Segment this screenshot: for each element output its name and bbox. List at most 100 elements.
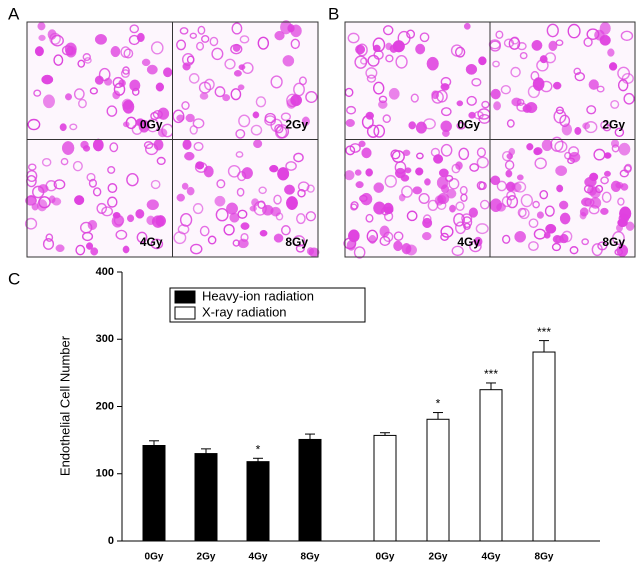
cell bbox=[478, 56, 487, 66]
cell bbox=[360, 192, 373, 206]
cell bbox=[501, 234, 511, 244]
cell bbox=[274, 30, 285, 41]
cell bbox=[92, 187, 102, 197]
cell bbox=[230, 88, 242, 101]
cell bbox=[163, 67, 173, 78]
bar bbox=[532, 351, 556, 542]
cell bbox=[115, 229, 128, 240]
cell bbox=[107, 183, 118, 194]
cell bbox=[241, 167, 253, 180]
significance-label: * bbox=[256, 442, 261, 456]
cell bbox=[365, 213, 374, 223]
cell bbox=[617, 197, 625, 206]
cell bbox=[416, 152, 424, 160]
cell bbox=[555, 106, 564, 115]
cell bbox=[468, 207, 478, 218]
cell bbox=[581, 238, 590, 246]
cell bbox=[249, 205, 257, 212]
cell bbox=[354, 169, 362, 176]
dose-label: 4Gy bbox=[140, 235, 163, 249]
cell bbox=[546, 23, 559, 38]
cell bbox=[355, 181, 364, 189]
legend-label: X-ray radiation bbox=[202, 304, 287, 319]
cell bbox=[500, 85, 511, 95]
cell bbox=[511, 97, 522, 107]
cell bbox=[451, 245, 464, 257]
cell bbox=[24, 217, 38, 230]
cell bbox=[506, 190, 516, 201]
x-tick-label: 2Gy bbox=[197, 552, 216, 563]
cell bbox=[496, 180, 507, 192]
cell bbox=[506, 119, 515, 128]
cell bbox=[532, 200, 540, 209]
x-tick-label: 8Gy bbox=[535, 552, 554, 563]
cell bbox=[131, 87, 140, 96]
cell bbox=[559, 114, 571, 128]
cell bbox=[222, 94, 231, 102]
cell bbox=[388, 87, 400, 100]
cell bbox=[599, 34, 611, 46]
legend-label: Heavy-ion radiation bbox=[202, 288, 314, 303]
cell bbox=[378, 95, 388, 104]
cell bbox=[574, 71, 586, 82]
cell bbox=[201, 35, 210, 43]
cell bbox=[106, 105, 118, 117]
cell bbox=[584, 121, 598, 134]
cell bbox=[107, 165, 116, 174]
cell bbox=[455, 201, 465, 212]
cell bbox=[73, 88, 85, 100]
cell bbox=[89, 87, 98, 95]
cell bbox=[157, 128, 168, 138]
cell bbox=[179, 27, 189, 35]
cell bbox=[195, 161, 205, 170]
cell bbox=[258, 186, 267, 195]
cell bbox=[541, 139, 553, 152]
cell bbox=[41, 157, 52, 167]
cell bbox=[273, 194, 282, 205]
cell bbox=[297, 188, 306, 198]
cell bbox=[231, 22, 243, 35]
cell bbox=[120, 69, 130, 78]
cell bbox=[614, 127, 625, 138]
bar bbox=[373, 434, 397, 542]
cell bbox=[466, 95, 477, 106]
cell bbox=[172, 109, 185, 124]
cell bbox=[189, 32, 198, 39]
significance-label: *** bbox=[484, 367, 498, 381]
cell bbox=[489, 198, 503, 213]
cell bbox=[238, 114, 251, 128]
cell bbox=[150, 238, 164, 250]
cell bbox=[493, 101, 501, 111]
cell bbox=[274, 124, 284, 134]
legend-box bbox=[169, 287, 366, 323]
cell bbox=[459, 185, 468, 195]
cell bbox=[504, 160, 515, 171]
cell bbox=[510, 66, 521, 78]
cell bbox=[179, 212, 193, 227]
cell bbox=[287, 24, 295, 33]
cell bbox=[555, 235, 564, 244]
cell bbox=[516, 102, 528, 112]
cell bbox=[436, 176, 449, 190]
cell bbox=[433, 154, 444, 164]
cell bbox=[156, 156, 166, 166]
cell bbox=[122, 66, 130, 75]
cell bbox=[350, 201, 359, 210]
cell bbox=[611, 144, 620, 153]
x-tick-label: 8Gy bbox=[301, 552, 320, 563]
cell bbox=[384, 174, 397, 188]
cell bbox=[379, 225, 390, 238]
cell bbox=[536, 211, 544, 219]
cell bbox=[395, 54, 408, 69]
cell bbox=[237, 209, 248, 219]
cell bbox=[181, 101, 190, 110]
cell bbox=[305, 91, 318, 104]
cell bbox=[456, 100, 464, 107]
dose-label: 8Gy bbox=[602, 235, 625, 249]
cell bbox=[385, 54, 394, 63]
cell bbox=[75, 244, 86, 256]
cell bbox=[400, 174, 410, 182]
cell bbox=[422, 231, 432, 241]
cell bbox=[382, 25, 394, 36]
cell bbox=[274, 125, 288, 139]
